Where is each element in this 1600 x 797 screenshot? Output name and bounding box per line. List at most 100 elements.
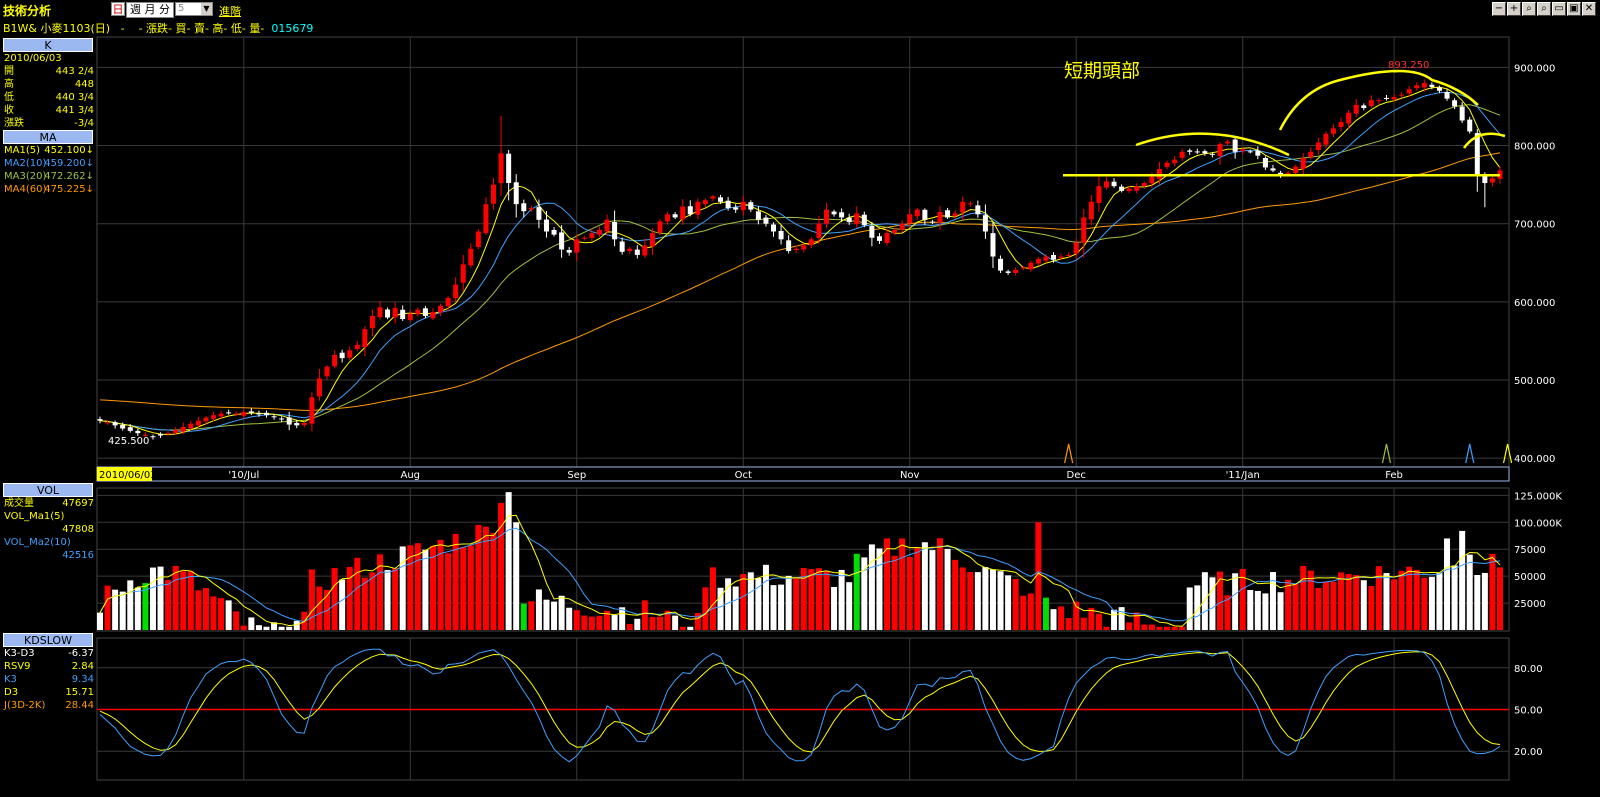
close-icon[interactable]: ✕	[1582, 2, 1596, 16]
candle-body	[1240, 149, 1246, 152]
vol-panel-header[interactable]: VOL	[3, 483, 93, 497]
volume-bar	[1330, 581, 1337, 630]
candle-body	[127, 427, 133, 431]
k-field-label: 漲跌	[4, 118, 24, 129]
volume-bar	[1360, 580, 1367, 630]
ma-field-label: MA3(20)	[4, 171, 47, 182]
price-tick-label: 600.000	[1514, 298, 1555, 309]
volume-bar	[505, 492, 512, 630]
plus-icon[interactable]: +	[1507, 2, 1521, 16]
candle-body	[657, 221, 663, 233]
volume-bar	[1398, 570, 1405, 630]
candle-body	[740, 201, 746, 211]
ma-field-row: MA1(5) 452.100↓	[4, 144, 94, 157]
candle-body	[332, 355, 338, 367]
volume-bar	[97, 612, 103, 630]
period-selector[interactable]: 週 月 分	[126, 2, 174, 18]
volume-bar	[528, 601, 535, 630]
minus-icon[interactable]: −	[1492, 2, 1506, 16]
volume-bar	[202, 587, 209, 630]
k-panel-header[interactable]: K	[3, 38, 93, 52]
k-field-label: 高	[4, 79, 14, 90]
volume-bar	[278, 626, 285, 630]
zoom-out-icon[interactable]: ⌕	[1537, 2, 1551, 16]
volume-bar	[1065, 618, 1072, 630]
zoom-in-icon[interactable]: ⌕	[1522, 2, 1536, 16]
vol-field-row: 47808	[4, 523, 94, 536]
volume-bar	[119, 591, 126, 630]
volume-bar	[1353, 575, 1360, 630]
signal-marker	[1502, 443, 1513, 464]
period-day-button[interactable]: 日	[111, 2, 125, 16]
volume-bar	[626, 623, 633, 630]
restore-icon[interactable]: ▭	[1552, 2, 1566, 16]
high-label: 893.250	[1388, 60, 1429, 71]
ma-field-row: MA4(60) 475.225↓	[4, 183, 94, 196]
volume-bar	[838, 569, 845, 630]
candle-body	[755, 211, 761, 220]
interval-combo[interactable]: 5 ▼	[175, 2, 213, 16]
k-field-label: 開	[4, 66, 14, 77]
volume-bar	[482, 526, 489, 630]
volume-bar	[944, 548, 951, 630]
candle-body	[1452, 100, 1458, 107]
candle-body	[1489, 178, 1495, 183]
candle-body	[1436, 87, 1442, 91]
volume-bar	[1088, 607, 1095, 630]
ma-panel-header[interactable]: MA	[3, 130, 93, 144]
k-field-value: 448	[74, 79, 94, 90]
candle-body	[854, 213, 860, 225]
candle-body	[1482, 176, 1488, 184]
candle-body	[180, 426, 186, 432]
volume-bar	[740, 574, 747, 630]
volume-bar	[619, 607, 626, 630]
candle-body	[347, 350, 353, 358]
candle-body	[1058, 256, 1064, 258]
volume-bar	[316, 586, 323, 630]
x-axis-month-label: Oct	[735, 470, 752, 481]
k-field-row: 漲跌 -3/4	[4, 117, 94, 130]
volume-bar	[1179, 626, 1186, 630]
kd-field-row: K3-D3 -6.37	[4, 647, 94, 660]
chevron-down-icon[interactable]: ▼	[201, 3, 212, 15]
x-axis-month-label: Feb	[1385, 470, 1403, 481]
ma4-line	[99, 152, 1501, 411]
k-field-row: 高 448	[4, 78, 94, 91]
candle-body	[324, 366, 330, 377]
candle-body	[263, 412, 269, 416]
volume-bar	[467, 545, 474, 630]
maximize-icon[interactable]: ▣	[1567, 2, 1581, 16]
candle-body	[271, 416, 277, 418]
volume-bar	[853, 553, 860, 630]
candle-body	[839, 212, 845, 218]
volume-bar	[218, 598, 225, 630]
volume-bar	[906, 556, 913, 630]
candle-body	[468, 248, 474, 266]
candle-body	[1051, 255, 1057, 260]
ma1-line	[99, 86, 1501, 436]
price-tick-label: 500.000	[1514, 376, 1555, 387]
volume-bar	[255, 625, 262, 630]
candle-body	[771, 224, 777, 232]
volume-bar	[664, 610, 671, 630]
candle-body	[135, 430, 141, 434]
advanced-link[interactable]: 進階	[219, 5, 241, 18]
volume-bar	[339, 579, 346, 630]
candle-body	[967, 203, 973, 205]
candle-body	[1285, 172, 1291, 175]
candle-body	[695, 201, 701, 215]
vol-tick-label: 25000	[1514, 599, 1546, 610]
volume-bar	[233, 611, 240, 630]
candle-body	[1338, 122, 1344, 128]
k-field-row: 收 441 3/4	[4, 104, 94, 117]
candle-body	[1353, 104, 1359, 114]
volume-bar	[520, 603, 527, 630]
kd-field-row: RSV9 2.84	[4, 660, 94, 673]
candle-body	[687, 206, 693, 215]
x-axis-month-label: Nov	[900, 470, 920, 481]
kd-tick-label: 20.00	[1514, 747, 1543, 758]
kd-panel-header[interactable]: KDSLOW	[3, 633, 93, 647]
signal-marker	[1064, 443, 1074, 464]
volume-bar	[1254, 590, 1261, 630]
